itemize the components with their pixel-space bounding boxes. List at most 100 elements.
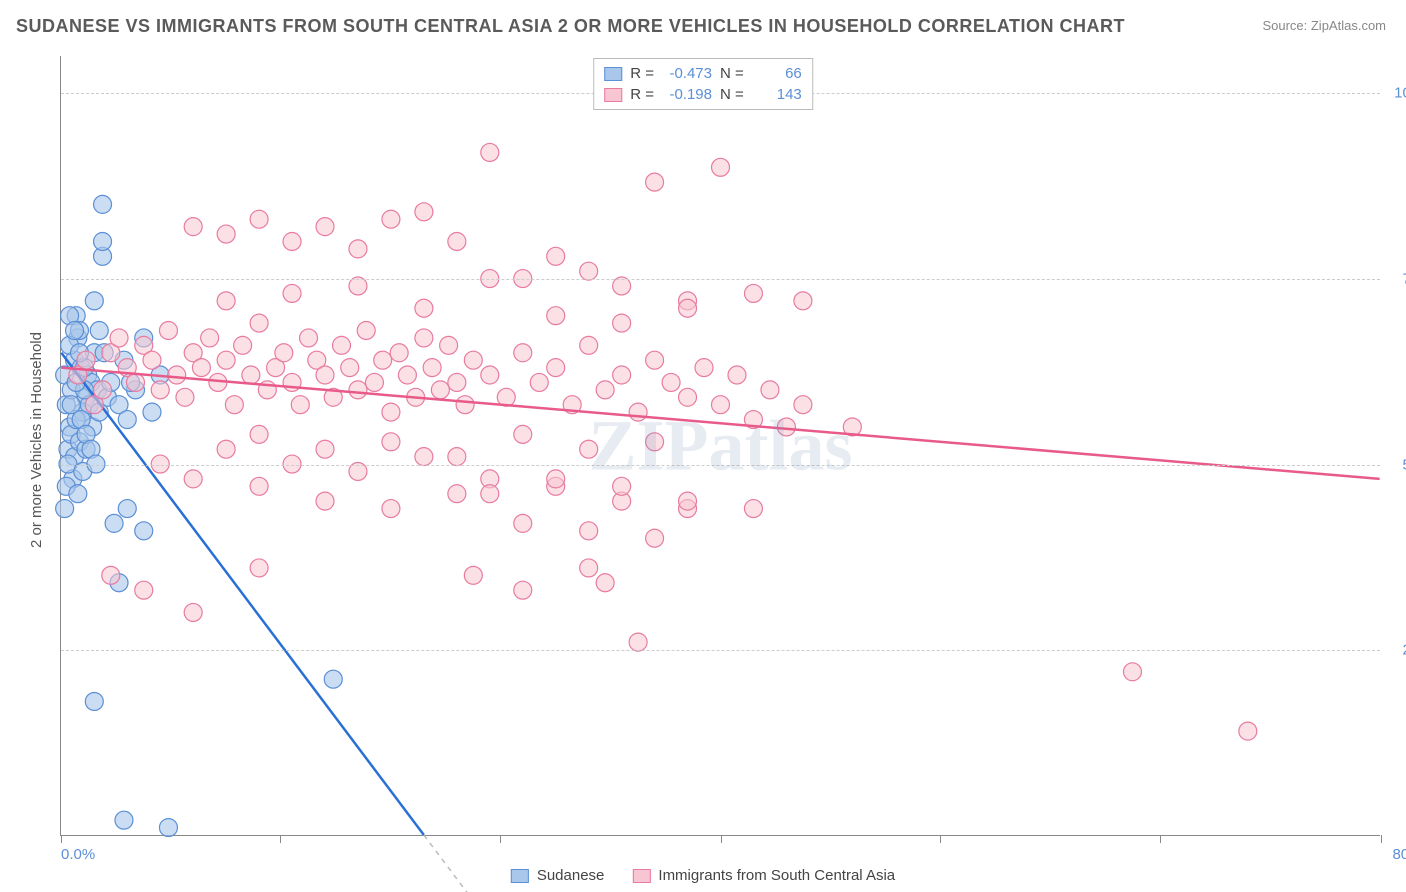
data-point <box>1239 722 1257 740</box>
data-point <box>135 522 153 540</box>
data-point <box>115 811 133 829</box>
data-point <box>159 322 177 340</box>
chart-container: SUDANESE VS IMMIGRANTS FROM SOUTH CENTRA… <box>0 0 1406 892</box>
data-point <box>547 359 565 377</box>
data-point <box>217 351 235 369</box>
data-point <box>184 218 202 236</box>
x-tick <box>61 835 62 843</box>
data-point <box>382 500 400 518</box>
x-tick <box>500 835 501 843</box>
data-point <box>56 500 74 518</box>
data-point <box>201 329 219 347</box>
data-point <box>94 195 112 213</box>
data-point <box>530 373 548 391</box>
chart-title: SUDANESE VS IMMIGRANTS FROM SOUTH CENTRA… <box>16 16 1125 37</box>
swatch-pink <box>632 869 650 883</box>
data-point <box>662 373 680 391</box>
data-point <box>90 322 108 340</box>
data-point <box>234 336 252 354</box>
data-point <box>127 373 145 391</box>
data-point <box>250 210 268 228</box>
data-point <box>143 403 161 421</box>
series-label-asia: Immigrants from South Central Asia <box>658 867 895 884</box>
data-point <box>514 344 532 362</box>
data-point <box>357 322 375 340</box>
data-point <box>629 633 647 651</box>
data-point <box>712 158 730 176</box>
data-point <box>168 366 186 384</box>
data-point <box>184 603 202 621</box>
swatch-blue <box>604 67 622 81</box>
series-label-sudanese: Sudanese <box>537 867 605 884</box>
data-point <box>481 485 499 503</box>
data-point <box>316 218 334 236</box>
data-point <box>291 396 309 414</box>
data-point <box>217 292 235 310</box>
data-point <box>580 559 598 577</box>
data-point <box>110 329 128 347</box>
data-point <box>613 314 631 332</box>
legend-row-sudanese: R = -0.473 N = 66 <box>604 63 802 84</box>
data-point <box>679 299 697 317</box>
x-tick <box>1381 835 1382 843</box>
gridline <box>61 279 1380 280</box>
data-point <box>440 336 458 354</box>
x-tick <box>1160 835 1161 843</box>
data-point <box>431 381 449 399</box>
data-point <box>275 344 293 362</box>
data-point <box>777 418 795 436</box>
data-point <box>118 500 136 518</box>
data-point <box>514 581 532 599</box>
trend-line-extrapolation <box>424 835 490 892</box>
data-point <box>794 292 812 310</box>
data-point <box>85 692 103 710</box>
data-point <box>415 299 433 317</box>
legend-item-asia: Immigrants from South Central Asia <box>632 867 895 884</box>
legend-row-asia: R = -0.198 N = 143 <box>604 84 802 105</box>
y-axis-label: 2 or more Vehicles in Household <box>28 332 45 548</box>
data-point <box>580 262 598 280</box>
data-point <box>580 336 598 354</box>
swatch-pink <box>604 88 622 102</box>
data-point <box>448 232 466 250</box>
data-point <box>250 477 268 495</box>
data-point <box>547 307 565 325</box>
data-point <box>225 396 243 414</box>
data-point <box>646 351 664 369</box>
data-point <box>646 433 664 451</box>
data-point <box>613 477 631 495</box>
data-point <box>176 388 194 406</box>
data-point <box>596 381 614 399</box>
data-point <box>481 143 499 161</box>
data-point <box>646 173 664 191</box>
data-point <box>217 440 235 458</box>
data-point <box>105 514 123 532</box>
r-label: R = <box>630 65 654 82</box>
data-point <box>66 322 84 340</box>
data-point <box>300 329 318 347</box>
n-value-sudanese: 66 <box>752 65 802 82</box>
data-point <box>118 411 136 429</box>
data-point <box>151 381 169 399</box>
data-point <box>316 492 334 510</box>
data-point <box>629 403 647 421</box>
data-point <box>390 344 408 362</box>
gridline <box>61 465 1380 466</box>
x-tick-label: 0.0% <box>61 846 95 863</box>
plot-area: ZIPatlas 25.0%50.0%75.0%100.0%0.0%80.0% <box>60 56 1380 836</box>
data-point <box>580 440 598 458</box>
data-point <box>242 366 260 384</box>
data-point <box>316 440 334 458</box>
data-point <box>613 366 631 384</box>
data-point <box>398 366 416 384</box>
data-point <box>332 336 350 354</box>
data-point <box>481 366 499 384</box>
n-label: N = <box>720 65 744 82</box>
data-point <box>341 359 359 377</box>
data-point <box>94 232 112 250</box>
data-point <box>374 351 392 369</box>
x-tick <box>940 835 941 843</box>
data-point <box>250 559 268 577</box>
data-point <box>464 351 482 369</box>
x-tick <box>280 835 281 843</box>
